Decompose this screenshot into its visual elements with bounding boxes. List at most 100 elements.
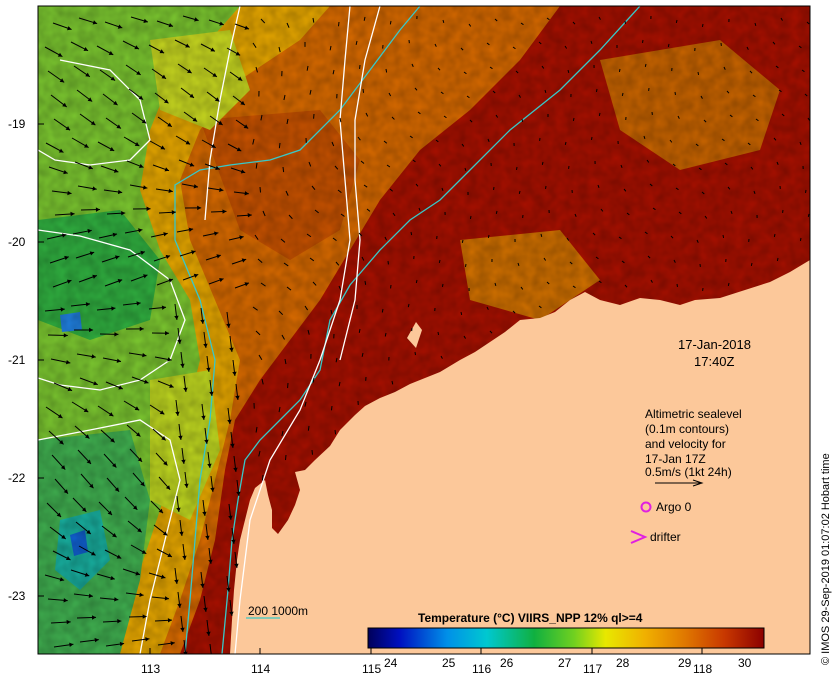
y-tick-label: -21	[8, 353, 26, 367]
velocity-arrow	[618, 236, 622, 240]
velocity-arrow	[541, 161, 544, 166]
velocity-arrow	[538, 305, 542, 309]
velocity-arrowhead	[226, 323, 231, 328]
velocity-arrowhead	[92, 186, 97, 191]
velocity-arrow	[520, 22, 524, 26]
velocity-arrowhead	[165, 485, 171, 490]
velocity-arrowhead	[235, 51, 241, 56]
velocity-arrow	[415, 183, 419, 187]
velocity-arrow	[252, 138, 255, 145]
x-tick-label: 113	[141, 662, 160, 676]
velocity-arrowhead	[107, 510, 113, 516]
velocity-arrowhead	[210, 47, 215, 52]
velocity-arrowhead	[236, 147, 242, 152]
colorbar: Temperature (°C) VIIRS_NPP 12% ql>=4 24 …	[367, 611, 765, 670]
velocity-arrow	[703, 119, 707, 123]
velocity-arrow	[595, 88, 598, 93]
velocity-arrow	[437, 331, 440, 336]
velocity-arrowhead	[161, 74, 167, 79]
velocity-arrowhead	[86, 529, 91, 535]
velocity-arrowhead	[67, 190, 72, 196]
velocity-arrow	[355, 40, 358, 46]
velocity-arrow	[364, 280, 367, 285]
velocity-arrowhead	[81, 507, 87, 512]
velocity-arrow	[463, 71, 467, 75]
velocity-arrow	[512, 46, 516, 50]
velocity-arrowhead	[143, 18, 148, 23]
velocity-arrowhead	[143, 185, 148, 190]
velocity-arrowhead	[60, 307, 65, 312]
velocity-arrowhead	[168, 278, 173, 283]
velocity-arrowhead	[66, 619, 71, 625]
velocity-arrowhead	[67, 387, 73, 392]
y-tick-label: -22	[8, 471, 26, 485]
velocity-arrow	[389, 188, 393, 192]
velocity-arrow	[391, 380, 394, 385]
velocity-arrowhead	[70, 211, 75, 217]
velocity-arrow	[487, 138, 490, 142]
velocity-arrow	[330, 309, 333, 315]
velocity-arrow	[489, 330, 493, 334]
colorbar-title: Temperature (°C) VIIRS_NPP 12% ql>=4	[418, 611, 643, 625]
velocity-arrowhead	[88, 165, 93, 170]
velocity-arrowhead	[110, 76, 116, 81]
velocity-arrowhead	[134, 406, 140, 411]
velocity-arrowhead	[183, 387, 188, 392]
velocity-arrow	[495, 114, 499, 118]
velocity-arrow	[278, 406, 281, 413]
velocity-arrow	[410, 231, 413, 236]
velocity-arrowhead	[206, 367, 211, 372]
drifter-label: drifter	[650, 530, 681, 544]
velocity-arrowhead	[240, 100, 245, 106]
velocity-arrowhead	[116, 554, 122, 559]
velocity-arrow	[461, 143, 465, 147]
velocity-arrowhead	[209, 391, 214, 396]
velocity-arrow	[650, 279, 653, 283]
velocity-arrow	[518, 190, 521, 195]
velocity-arrow	[358, 232, 363, 237]
velocity-arrow	[384, 236, 387, 241]
isobath-200m	[221, 6, 641, 654]
velocity-arrow	[512, 310, 516, 314]
velocity-arrow	[621, 92, 624, 97]
velocity-arrowhead	[175, 411, 180, 416]
velocity-arrowhead	[160, 574, 166, 579]
velocity-arrowhead	[240, 169, 246, 174]
velocity-arrow	[595, 256, 599, 260]
velocity-arrowhead	[110, 438, 115, 443]
velocity-arrowhead	[205, 535, 210, 540]
velocity-arrow	[546, 281, 550, 285]
velocity-arrow	[337, 189, 342, 194]
velocity-arrow	[304, 305, 309, 311]
velocity-arrow	[415, 279, 418, 284]
velocity-arrow	[460, 311, 463, 316]
velocity-arrowhead	[229, 611, 234, 616]
velocity-arrowhead	[137, 457, 143, 462]
velocity-arrowhead	[176, 507, 181, 512]
velocity-arrow	[540, 233, 543, 238]
velocity-arrow	[463, 335, 466, 339]
velocity-arrowhead	[118, 385, 123, 390]
velocity-arrow	[260, 114, 263, 121]
velocity-arrowhead	[136, 301, 141, 306]
velocity-arrow	[409, 135, 413, 139]
velocity-arrow	[281, 334, 285, 340]
velocity-arrow	[262, 210, 266, 217]
velocity-arrow	[278, 310, 284, 316]
velocity-arrow	[675, 187, 679, 191]
velocity-arrowhead	[197, 205, 202, 211]
velocity-arrowhead	[218, 120, 223, 125]
velocity-arrow	[621, 260, 625, 264]
velocity-arrow	[492, 90, 496, 94]
velocity-arrow	[284, 358, 287, 365]
velocity-arrow	[469, 215, 472, 220]
velocity-arrowhead	[135, 571, 140, 576]
velocity-arrowhead	[214, 231, 219, 236]
velocity-arrowhead	[237, 76, 243, 81]
velocity-arrowhead	[92, 20, 98, 25]
velocity-arrow	[464, 167, 467, 172]
velocity-arrow	[726, 90, 730, 94]
velocity-arrowhead	[163, 232, 168, 237]
velocity-arrowhead	[206, 631, 211, 636]
velocity-arrow	[339, 117, 342, 123]
